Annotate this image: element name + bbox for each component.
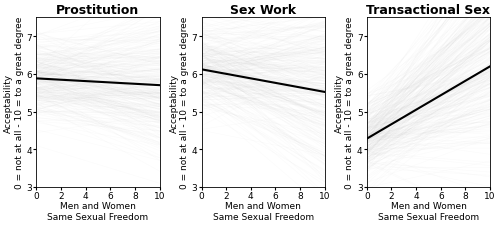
Title: Sex Work: Sex Work: [230, 4, 296, 17]
X-axis label: Men and Women
Same Sexual Freedom: Men and Women Same Sexual Freedom: [378, 202, 479, 221]
Title: Prostitution: Prostitution: [56, 4, 140, 17]
Y-axis label: Acceptability
0 = not at all - 10 = to a great degree: Acceptability 0 = not at all - 10 = to a…: [4, 17, 24, 189]
X-axis label: Men and Women
Same Sexual Freedom: Men and Women Same Sexual Freedom: [48, 202, 148, 221]
X-axis label: Men and Women
Same Sexual Freedom: Men and Women Same Sexual Freedom: [212, 202, 314, 221]
Y-axis label: Acceptability
0 = not at all - 10 = to a great degree: Acceptability 0 = not at all - 10 = to a…: [170, 17, 189, 189]
Title: Transactional Sex: Transactional Sex: [366, 4, 490, 17]
Y-axis label: Acceptability
0 = not at all - 10 = to a great degree: Acceptability 0 = not at all - 10 = to a…: [334, 17, 354, 189]
